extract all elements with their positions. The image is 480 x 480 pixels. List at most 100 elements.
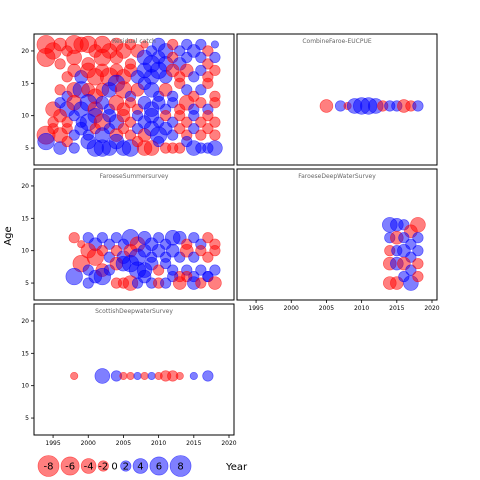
bubble — [210, 40, 219, 49]
x-tick-label: 2005 — [319, 305, 334, 312]
bubble — [195, 129, 207, 141]
bubble — [202, 77, 214, 89]
y-tick-label: 10 — [21, 113, 29, 120]
bubble — [70, 371, 79, 380]
y-tick-label: 5 — [25, 280, 29, 287]
bubble — [195, 84, 207, 96]
bubble — [124, 97, 137, 109]
bubble — [195, 116, 207, 128]
legend-label: 4 — [137, 462, 143, 473]
legend-bubble — [80, 458, 97, 474]
bubble — [119, 371, 128, 380]
bubble — [160, 110, 172, 122]
bubble — [195, 97, 207, 109]
bubble — [202, 370, 214, 382]
bubble — [61, 123, 73, 135]
x-tick-label: 2005 — [116, 440, 131, 447]
y-tick-label: 10 — [21, 248, 29, 255]
bubble — [160, 277, 172, 289]
y-tick-label: 15 — [21, 80, 29, 87]
bubble — [398, 232, 410, 244]
bubble — [167, 38, 179, 51]
legend-label: -8 — [44, 462, 54, 473]
x-tick-label: 1995 — [248, 305, 263, 312]
x-tick-label: 2010 — [151, 440, 166, 447]
bubble — [209, 129, 221, 141]
legend-bubble — [97, 460, 109, 472]
panel-2: FaroeseSummersurvey 5 10 15 20 — [21, 168, 235, 301]
panel-title: ScottishDeepwaterSurvey — [95, 308, 173, 315]
bubble — [153, 264, 165, 276]
bubble — [202, 123, 214, 135]
bubble — [94, 368, 111, 384]
panel-frame — [33, 303, 235, 436]
bubble — [126, 371, 135, 380]
y-tick-label: 20 — [21, 48, 29, 55]
bubble — [412, 271, 424, 283]
bubble — [167, 129, 179, 141]
bubble — [181, 116, 193, 128]
bubble — [109, 50, 124, 65]
bubble — [412, 258, 424, 270]
bubble — [188, 123, 200, 135]
bubble — [174, 45, 186, 57]
legend-bubble — [132, 458, 149, 474]
bubble — [207, 140, 223, 156]
bubble — [103, 238, 115, 250]
panel-3: FaroeseDeepWaterSurvey 1995 2000 2005 2010 20… — [236, 168, 440, 312]
panel-frame — [236, 33, 438, 166]
bubble — [188, 232, 200, 244]
bubble — [181, 51, 193, 63]
legend: -8 -6 -4 -2 0 2 4 6 8 — [37, 455, 192, 477]
x-tick-label: 2020 — [424, 305, 439, 312]
bubble — [167, 97, 179, 109]
bubble — [174, 123, 186, 135]
legend-bubble — [120, 460, 132, 472]
bubble — [195, 264, 207, 276]
bubble — [66, 49, 82, 66]
bubble — [189, 371, 198, 380]
x-tick-label: 2020 — [221, 440, 236, 447]
bubble-group — [382, 217, 426, 291]
bubble — [147, 371, 156, 380]
x-tick-label: 2010 — [354, 305, 369, 312]
bubble — [140, 371, 149, 380]
bubble — [195, 277, 207, 289]
panel-4: ScottishDeepwaterSurvey 5 10 15 20 1995 2000 20… — [21, 303, 237, 447]
bubble — [202, 45, 214, 57]
bubble — [93, 48, 111, 67]
panel-1: CombineFaroe-EUCPUE — [236, 33, 438, 166]
bubble — [124, 116, 137, 128]
bubble — [54, 84, 66, 96]
bubble — [153, 232, 165, 244]
x-tick-label: 2015 — [186, 440, 201, 447]
panels: Residual catch 5 10 15 20 CombineFaroe-EUCPUE… — [21, 33, 440, 447]
bubble — [96, 232, 108, 244]
bubble — [202, 58, 214, 70]
legend-bubble — [169, 455, 192, 477]
panel-0: Residual catch 5 10 15 20 — [21, 33, 235, 166]
bubble — [412, 245, 424, 257]
bubble — [36, 48, 56, 67]
bubble — [140, 40, 149, 49]
y-axis-label: Age — [3, 226, 14, 245]
bubble — [153, 136, 165, 148]
bubble — [188, 251, 200, 263]
bubble — [319, 99, 334, 113]
bubble — [209, 64, 221, 76]
bubble — [202, 232, 214, 244]
bubble — [96, 245, 108, 257]
bubble — [188, 71, 200, 83]
bubble — [202, 110, 214, 122]
bubble — [133, 371, 142, 380]
bubble — [188, 110, 200, 122]
legend-label: -4 — [84, 462, 94, 473]
bubble — [209, 97, 221, 109]
legend-label: -6 — [65, 462, 75, 473]
x-axis-label: Year — [225, 462, 248, 473]
y-tick-label: 15 — [21, 215, 29, 222]
y-tick-label: 20 — [21, 183, 29, 190]
bubble — [174, 110, 186, 122]
bubble — [412, 232, 424, 244]
legend-bubble — [149, 456, 169, 476]
